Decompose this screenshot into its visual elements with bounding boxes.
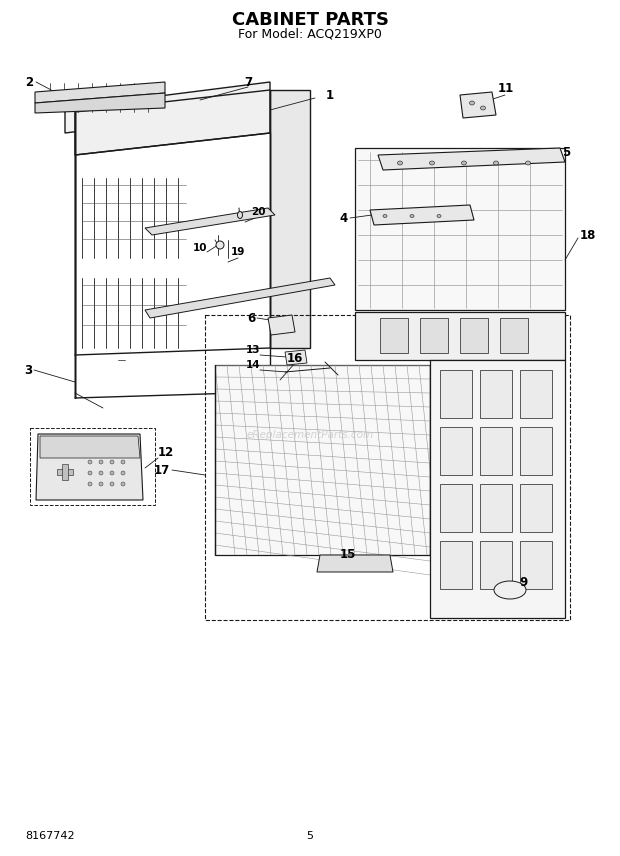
Ellipse shape — [88, 482, 92, 486]
Text: 8167742: 8167742 — [25, 831, 74, 841]
Text: 19: 19 — [231, 247, 245, 257]
Text: 7: 7 — [244, 75, 252, 88]
Text: 6: 6 — [247, 312, 255, 324]
Text: CABINET PARTS: CABINET PARTS — [231, 11, 389, 29]
Ellipse shape — [494, 581, 526, 599]
Polygon shape — [62, 464, 68, 480]
Polygon shape — [430, 360, 565, 618]
Polygon shape — [215, 365, 430, 555]
Polygon shape — [268, 315, 295, 335]
Text: 14: 14 — [246, 360, 260, 370]
Ellipse shape — [110, 460, 114, 464]
Polygon shape — [520, 541, 552, 589]
Polygon shape — [440, 541, 472, 589]
Polygon shape — [36, 434, 143, 500]
Text: 1: 1 — [326, 88, 334, 102]
Ellipse shape — [121, 482, 125, 486]
Text: For Model: ACQ219XP0: For Model: ACQ219XP0 — [238, 27, 382, 40]
Polygon shape — [460, 92, 496, 118]
Text: eReplacementParts.com: eReplacementParts.com — [246, 430, 374, 440]
Ellipse shape — [469, 101, 474, 105]
Text: 3: 3 — [24, 364, 32, 377]
Text: 16: 16 — [287, 352, 303, 365]
Polygon shape — [520, 427, 552, 475]
Text: 4: 4 — [340, 211, 348, 224]
Polygon shape — [40, 436, 140, 458]
Polygon shape — [35, 82, 165, 103]
Ellipse shape — [461, 161, 466, 165]
Text: 5: 5 — [306, 831, 314, 841]
Polygon shape — [355, 148, 565, 310]
Polygon shape — [317, 555, 393, 572]
Text: 13: 13 — [246, 345, 260, 355]
Polygon shape — [75, 90, 270, 155]
Ellipse shape — [99, 471, 103, 475]
Ellipse shape — [99, 460, 103, 464]
Ellipse shape — [121, 471, 125, 475]
Text: 5: 5 — [562, 146, 570, 158]
Polygon shape — [285, 350, 307, 365]
Ellipse shape — [430, 161, 435, 165]
Ellipse shape — [99, 482, 103, 486]
Polygon shape — [500, 318, 528, 353]
Polygon shape — [520, 370, 552, 418]
Polygon shape — [378, 148, 565, 170]
Polygon shape — [460, 318, 488, 353]
Ellipse shape — [216, 241, 224, 249]
Ellipse shape — [110, 482, 114, 486]
Polygon shape — [270, 90, 310, 348]
Ellipse shape — [383, 215, 387, 217]
Text: 20: 20 — [250, 207, 265, 217]
Ellipse shape — [480, 106, 485, 110]
Ellipse shape — [410, 215, 414, 217]
Text: 18: 18 — [580, 229, 596, 241]
Polygon shape — [145, 278, 335, 318]
Text: 9: 9 — [519, 575, 527, 589]
Polygon shape — [440, 370, 472, 418]
Text: 17: 17 — [154, 463, 170, 477]
Ellipse shape — [88, 460, 92, 464]
Ellipse shape — [237, 211, 242, 218]
Polygon shape — [480, 541, 512, 589]
Ellipse shape — [121, 460, 125, 464]
Ellipse shape — [437, 215, 441, 217]
Polygon shape — [145, 208, 275, 235]
Text: 2: 2 — [25, 75, 33, 88]
Text: 10: 10 — [193, 243, 207, 253]
Polygon shape — [480, 427, 512, 475]
Ellipse shape — [88, 471, 92, 475]
Polygon shape — [35, 93, 165, 113]
Text: 15: 15 — [340, 549, 356, 562]
Ellipse shape — [110, 471, 114, 475]
Ellipse shape — [494, 161, 498, 165]
Polygon shape — [480, 370, 512, 418]
Polygon shape — [380, 318, 408, 353]
Polygon shape — [440, 427, 472, 475]
Polygon shape — [480, 484, 512, 532]
Ellipse shape — [397, 161, 402, 165]
Polygon shape — [420, 318, 448, 353]
Text: 12: 12 — [158, 445, 174, 459]
Polygon shape — [520, 484, 552, 532]
Polygon shape — [355, 312, 565, 360]
Polygon shape — [57, 469, 73, 475]
Text: 11: 11 — [498, 81, 514, 94]
Polygon shape — [65, 82, 270, 133]
Ellipse shape — [526, 161, 531, 165]
Polygon shape — [440, 484, 472, 532]
Polygon shape — [370, 205, 474, 225]
